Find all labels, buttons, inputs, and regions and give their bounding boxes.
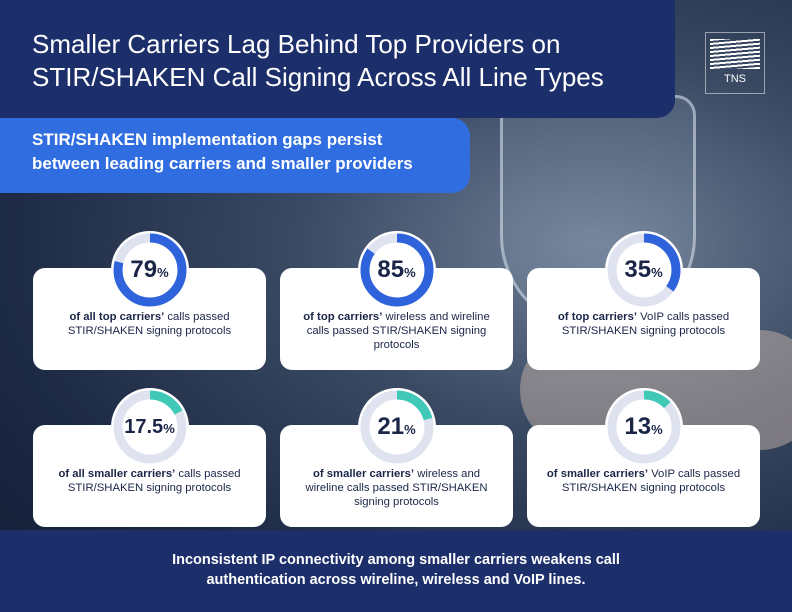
stat-card: of top carriers’ VoIP calls passed STIR/… (527, 268, 760, 370)
stat-text: calls passed STIR/SHAKEN signing protoco… (67, 468, 241, 494)
logo-mark (710, 39, 760, 69)
ring-arc (607, 233, 680, 307)
stat-text: VoIP calls passed STIR/SHAKEN signing pr… (561, 311, 730, 337)
ring (110, 231, 189, 309)
ring-arc (360, 233, 433, 307)
stat-unit: % (651, 265, 663, 280)
stat-value: 21 (377, 413, 405, 440)
stat-value: 85 (377, 256, 405, 283)
stat-number: 13% (604, 387, 684, 470)
logo-text: TNS (724, 73, 746, 85)
stat-text: wireless and wireline calls passed STIR/… (306, 311, 490, 351)
stat-unit: % (157, 265, 169, 280)
stat-unit: % (163, 421, 175, 436)
ring-arc (113, 390, 186, 464)
stat-number: 79% (110, 230, 190, 313)
ring (357, 231, 436, 309)
stat-value: 35 (624, 256, 652, 283)
footer: Inconsistent IP connectivity among small… (172, 552, 620, 588)
ring-arc (113, 233, 186, 307)
stat-lead: of top carriers’ (557, 311, 637, 323)
stat-value: 79 (130, 256, 158, 283)
ring-arc (360, 390, 433, 464)
footer-box: Inconsistent IP connectivity among small… (0, 530, 792, 612)
subtitle: STIR/SHAKEN implementation gaps persist … (32, 130, 413, 173)
stat-lead: of smaller carriers’ (312, 468, 415, 480)
stat-lead: of all top carriers’ (69, 311, 165, 323)
stat-unit: % (404, 265, 416, 280)
logo: TNS (705, 32, 765, 94)
ring (604, 388, 683, 466)
stat-value: 13 (624, 413, 652, 440)
stat-number: 21% (357, 387, 437, 470)
ring (357, 388, 436, 466)
subtitle-box: STIR/SHAKEN implementation gaps persist … (0, 118, 470, 193)
stat-lead: of all smaller carriers’ (58, 468, 176, 480)
stat-lead: of top carriers’ (303, 311, 383, 323)
stat-number: 35% (604, 230, 684, 313)
stat-unit: % (404, 422, 416, 437)
stat-text: wireless and wireline calls passed STIR/… (305, 468, 488, 508)
stat-text: calls passed STIR/SHAKEN signing protoco… (67, 311, 232, 337)
ring-arc (607, 390, 680, 464)
stat-unit: % (651, 422, 663, 437)
title-box: Smaller Carriers Lag Behind Top Provider… (0, 0, 675, 118)
ring (110, 388, 189, 466)
stat-number: 17.5% (110, 387, 190, 469)
title: Smaller Carriers Lag Behind Top Provider… (32, 29, 604, 92)
stat-value: 17.5 (124, 416, 164, 438)
ring (604, 231, 683, 309)
stat-number: 85% (357, 230, 437, 313)
stat-lead: of smaller carriers’ (546, 468, 648, 480)
stat-text: VoIP calls passed STIR/SHAKEN signing pr… (561, 468, 741, 494)
